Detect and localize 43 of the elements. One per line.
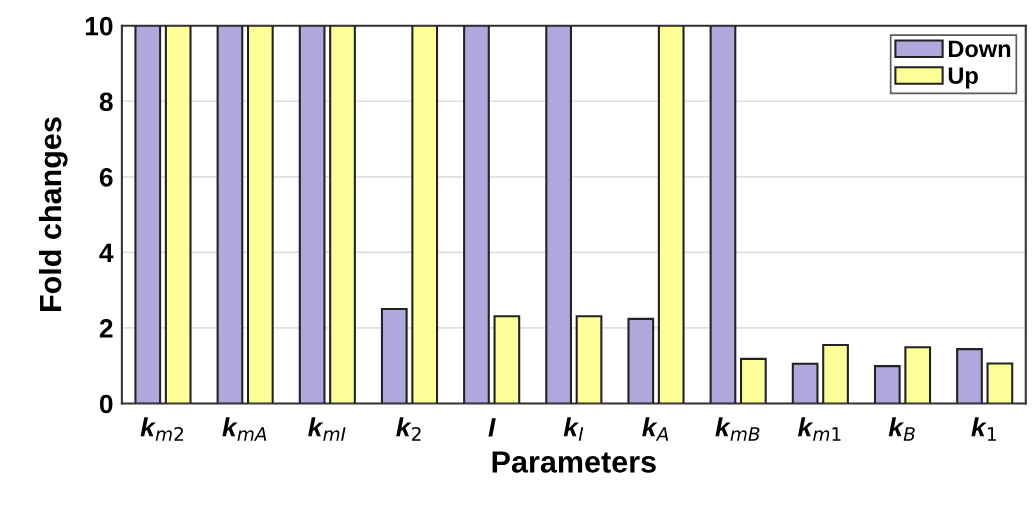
y-axis-title: Fold changes	[38, 117, 68, 312]
bar	[627, 317, 655, 404]
x-tick-label: k$_{B}$	[888, 417, 915, 441]
x-tick-label: I	[488, 418, 496, 437]
legend-label: Up	[948, 67, 978, 89]
bar	[545, 25, 572, 404]
y-tick-label: 6	[99, 167, 113, 187]
bar	[380, 308, 408, 404]
bar	[411, 25, 439, 404]
x-tick-label: k$_{mB}$	[715, 417, 760, 441]
bar	[463, 25, 490, 404]
bar	[904, 346, 932, 404]
bar	[956, 348, 983, 404]
bar	[134, 25, 162, 404]
bar	[822, 343, 849, 404]
legend-label: Down	[948, 40, 1011, 58]
bar	[164, 25, 192, 404]
x-tick-label: k$_{A}$	[642, 417, 669, 441]
x-tick-label: k$_{1}$	[971, 417, 996, 441]
bar	[216, 25, 244, 404]
x-tick-label: k$_{mI}$	[308, 417, 346, 441]
bar	[657, 25, 685, 404]
x-tick-label: k$_{2}$	[396, 417, 421, 441]
x-axis-title: Parameters	[492, 451, 656, 473]
y-tick-label: 10	[85, 16, 113, 36]
bar	[709, 25, 737, 404]
bar	[246, 25, 274, 404]
x-tick-label: k$_{m1}$	[797, 417, 841, 441]
y-tick-label: 4	[99, 243, 114, 262]
bar	[493, 315, 521, 404]
bar	[986, 362, 1014, 404]
y-tick-label: 0	[99, 394, 113, 414]
bar	[298, 25, 326, 404]
y-tick-label: 2	[99, 319, 113, 338]
bar	[791, 362, 819, 404]
x-tick-label: k$_{mA}$	[222, 417, 267, 441]
bar	[740, 357, 767, 404]
y-tick-label: 8	[99, 92, 113, 112]
bar	[873, 365, 901, 404]
bar	[575, 315, 603, 404]
x-tick-label: k$_{I}$	[563, 417, 584, 441]
bar	[329, 25, 356, 404]
x-tick-label: k$_{m2}$	[140, 417, 183, 441]
